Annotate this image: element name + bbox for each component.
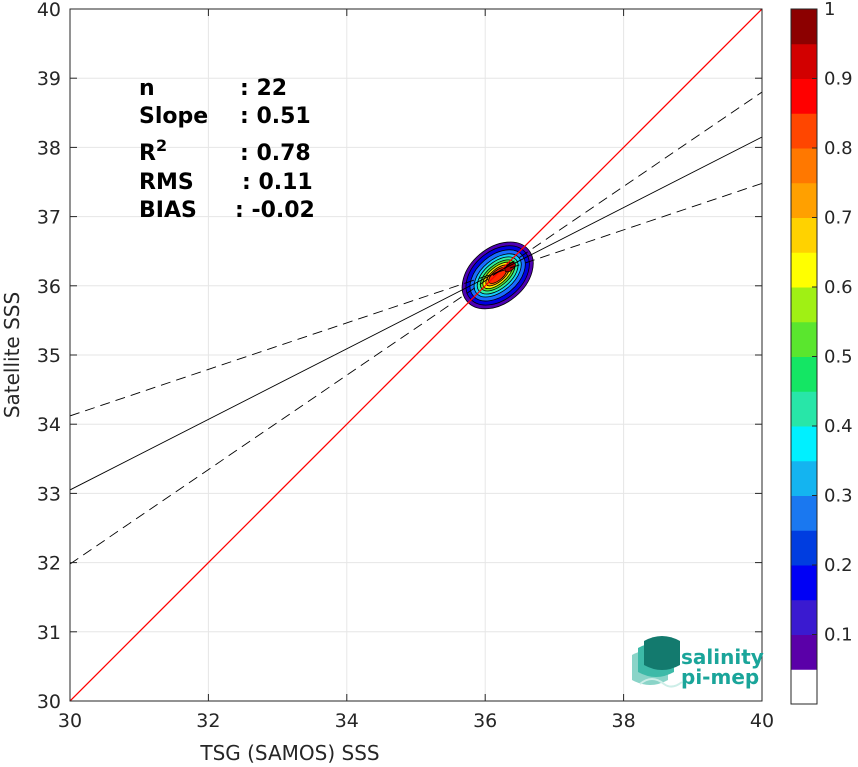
stat-label: n	[139, 76, 155, 101]
y-tick-label: 39	[37, 68, 61, 90]
logo-line-1: salinity	[681, 645, 764, 669]
fit-line	[70, 136, 762, 491]
stat-value: : 0.78	[240, 141, 311, 166]
y-tick-label: 37	[37, 207, 61, 229]
x-tick-label: 32	[196, 710, 220, 732]
x-tick-label: 30	[58, 710, 82, 732]
x-tick-label: 38	[612, 710, 636, 732]
stat-label-superscript: 2	[156, 136, 167, 155]
colorbar-tick-label: 0.9	[824, 69, 853, 90]
logo: salinity pi-mep	[632, 636, 764, 689]
stats-panel: n : 22 Slope : 0.51 R2 : 0.78 RMS : 0.11 BIAS : -…	[139, 76, 315, 223]
stat-value: : 22	[240, 76, 287, 101]
logo-mark-icon	[632, 636, 683, 688]
x-tick-label: 40	[750, 710, 774, 732]
colorbar: 0.1 0.2 0.3 0.4 0.5 0.6 0.7 0.8 0.9 1	[790, 0, 853, 705]
regression-lines	[70, 9, 762, 701]
axis-ticks: 30 32 34 36 38 40 30 31 32 33 34 35 36 37 38 39 40	[37, 0, 774, 732]
colorbar-tick-label: 0.6	[824, 277, 853, 298]
x-axis-title: TSG (SAMOS) SSS	[199, 741, 379, 765]
colorbar-segment	[791, 252, 817, 288]
y-tick-label: 34	[37, 414, 61, 436]
colorbar-segment	[791, 495, 817, 531]
colorbar-segment	[791, 78, 817, 114]
colorbar-segment	[791, 565, 817, 601]
y-tick-label: 33	[37, 483, 61, 505]
colorbar-segment	[791, 287, 817, 323]
colorbar-tick-label: 0.8	[824, 138, 853, 159]
y-tick-label: 30	[37, 691, 61, 713]
colorbar-tick-label: 1	[824, 0, 835, 20]
x-tick-label: 36	[473, 710, 497, 732]
colorbar-segment	[791, 356, 817, 392]
colorbar-segment	[791, 182, 817, 218]
y-tick-label: 32	[37, 553, 61, 575]
colorbar-segment	[791, 669, 817, 705]
y-tick-label: 31	[37, 622, 61, 644]
stat-value: : 0.51	[240, 104, 311, 129]
colorbar-tick-label: 0.7	[824, 208, 853, 229]
colorbar-segment	[791, 599, 817, 635]
colorbar-segment	[791, 113, 817, 149]
colorbar-tick-label: 0.2	[824, 555, 853, 576]
colorbar-segment	[791, 426, 817, 462]
colorbar-segment	[791, 530, 817, 566]
y-tick-label: 36	[37, 276, 61, 298]
fit-lower-line	[70, 91, 762, 565]
colorbar-segment	[791, 217, 817, 253]
colorbar-segment	[791, 460, 817, 496]
colorbar-segment	[791, 321, 817, 357]
colorbar-tick-label: 0.3	[824, 486, 853, 507]
colorbar-tick-label: 0.1	[824, 625, 853, 646]
y-tick-label: 38	[37, 137, 61, 159]
stat-value: : -0.02	[235, 198, 315, 223]
colorbar-tick-label: 0.5	[824, 347, 853, 368]
fit-upper-line	[70, 182, 762, 417]
stat-label: Slope	[139, 104, 208, 129]
logo-line-2: pi-mep	[681, 665, 759, 689]
y-tick-label: 35	[37, 345, 61, 367]
identity-line	[70, 9, 762, 701]
colorbar-tick-label: 0.4	[824, 416, 853, 437]
density-contours	[461, 241, 534, 310]
stat-label: BIAS	[139, 198, 197, 223]
x-tick-label: 34	[335, 710, 359, 732]
stat-label: RMS	[139, 170, 194, 195]
colorbar-segment	[791, 148, 817, 184]
colorbar-segment	[791, 391, 817, 427]
y-axis-title: Satellite SSS	[0, 292, 24, 418]
colorbar-segment	[791, 43, 817, 79]
stat-label: R2	[139, 136, 167, 166]
stat-value: : 0.11	[242, 170, 313, 195]
colorbar-segment	[791, 9, 817, 45]
y-tick-label: 40	[37, 0, 61, 21]
colorbar-segment	[791, 634, 817, 670]
